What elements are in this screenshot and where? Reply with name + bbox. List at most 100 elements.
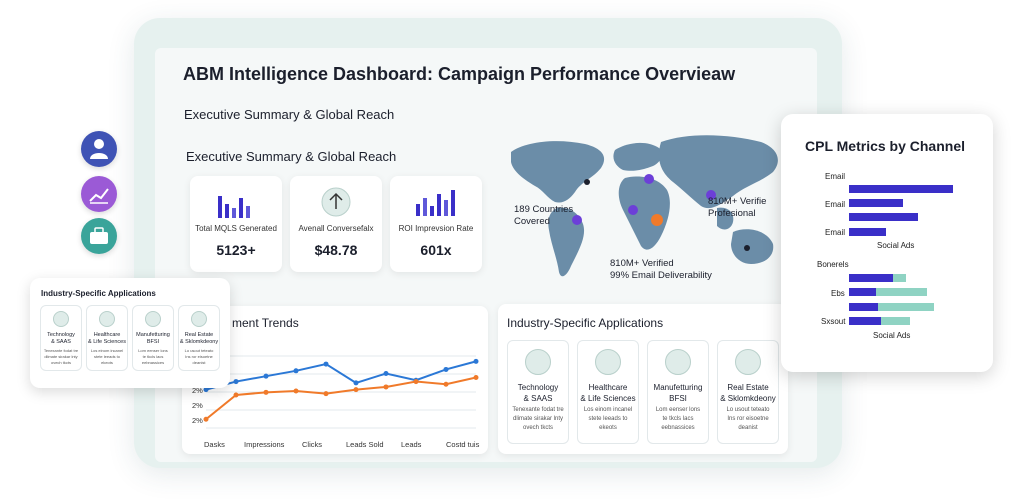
industry-desc: te tkcls lacs: [662, 416, 694, 422]
industry-desc: deanist: [192, 360, 206, 365]
x-axis-label: Costd tuis: [446, 440, 480, 449]
industry-item[interactable]: Real Estate & Sklomkdeony Lo usout teteato…: [178, 305, 220, 371]
industry-desc: dlimate sirakar lnty: [44, 354, 78, 359]
cpl-row-label: Email: [825, 200, 846, 209]
industry-desc: Ins ror eisoetne: [727, 416, 769, 422]
cpl-bar: [878, 303, 935, 311]
industry-item[interactable]: Technology & SAAS Tenexante fodat tre dlima…: [40, 305, 82, 371]
industry-item[interactable]: Healthcare & Life Sciences Los einom incan…: [86, 305, 128, 371]
industry-desc: Los einom incanel: [583, 407, 633, 413]
industry-desc: Lom eenser lons: [138, 348, 168, 353]
industry-name: & Sklomkdeony: [179, 339, 219, 345]
kpi-value: 601x: [420, 242, 452, 258]
trends-card: [182, 306, 488, 454]
industry-desc: deanist: [738, 425, 758, 431]
industry-name: Manufetturing: [136, 332, 170, 338]
monitor-icon: [735, 349, 761, 375]
industry-desc: Tenexante fodat tre: [512, 407, 564, 413]
cpl-bar: [849, 317, 882, 325]
cpl-bar: [849, 228, 887, 236]
industry-desc: ovech tkcts: [522, 425, 553, 431]
kpi-card-conversion[interactable]: Avenall Conversefalx $48.78: [290, 176, 382, 272]
industry-name: Real Estate: [184, 332, 214, 338]
cpl-bar: [849, 213, 918, 221]
arrow-up-icon: [321, 187, 351, 217]
series-line: [205, 360, 477, 391]
cpl-bar: [849, 288, 877, 296]
cpl-bar: [881, 317, 911, 325]
industry-name: & Life Sciences: [88, 339, 126, 345]
industry-desc: stete leeads to: [588, 416, 628, 422]
industry-desc: ekeots: [599, 425, 617, 431]
bulb-icon: [525, 349, 551, 375]
industry-desc: Ins ror eisoetne: [185, 354, 213, 359]
data-point: [443, 366, 449, 372]
cpl-bar: [849, 303, 879, 311]
data-point: [293, 388, 299, 394]
cpl-row-label: Email: [825, 228, 846, 237]
user-badge-icon[interactable]: [81, 131, 117, 167]
industry-name: Technology: [517, 383, 559, 392]
industry-item[interactable]: Manufetturing BFSI Lom eenser lons te tkcls…: [647, 340, 709, 444]
industry-desc: Lo usout teteato: [726, 407, 770, 413]
briefcase-icon[interactable]: [81, 218, 117, 254]
growth-chart-icon[interactable]: [81, 176, 117, 212]
data-point: [233, 392, 239, 398]
world-map: [511, 135, 778, 277]
kpi-card-roi[interactable]: ROI Imprevsion Rate 601x: [390, 176, 482, 272]
industry-item[interactable]: Manufetturing BFSI Lom eenser lons te tkcls…: [132, 305, 174, 371]
bar-chart-icon: [416, 190, 455, 216]
chart-series: [203, 358, 479, 422]
x-axis-label: Leads Sold: [346, 440, 384, 449]
data-point: [383, 370, 389, 376]
cpl-caption: Social Ads: [877, 241, 915, 250]
dollar-icon: [665, 349, 691, 375]
kpi-label: Total MQLS Generated: [195, 224, 277, 233]
data-point: [413, 379, 419, 385]
industry-name: & Life Sciences: [580, 394, 636, 403]
series-line: [205, 376, 477, 421]
industry-item[interactable]: Healthcare & Life Sciences Los einom incan…: [577, 340, 639, 444]
section-heading: Executive Summary & Global Reach: [184, 107, 395, 122]
data-point: [473, 358, 479, 364]
data-point: [203, 416, 209, 422]
cpl-bar: [892, 274, 907, 282]
cpl-metrics-card: CPL Metrics by Channel Email Email Email…: [781, 114, 993, 372]
data-point: [263, 373, 269, 379]
x-axis-label: Impressions: [244, 440, 285, 449]
section-subheading: Executive Summary & Global Reach: [186, 149, 397, 164]
industry-desc: eebnassices: [141, 360, 165, 365]
industry-desc: stete leeads to: [93, 354, 121, 359]
industry-item[interactable]: Technology & SAAS Tenexante fodat tre dlima…: [507, 340, 569, 444]
data-point: [323, 391, 329, 397]
cpl-row-label: Bonerels: [817, 260, 849, 269]
bar-chart-icon: [218, 196, 250, 218]
industry-name: BFSI: [669, 394, 687, 403]
map-countries-label: 189 Countries Covered: [514, 204, 574, 227]
trend-line-chart: [203, 355, 479, 429]
cpl-row-label: Ebs: [831, 289, 845, 298]
data-point: [203, 387, 209, 393]
industry-item[interactable]: Real Estate & Sklomkdeony Lo usout teteato…: [717, 340, 779, 444]
dollar-icon: [145, 311, 161, 327]
industry-name: Manufetturing: [653, 383, 703, 392]
kpi-label: Avenall Conversefalx: [298, 224, 374, 233]
cpl-bar: [849, 274, 893, 282]
kpi-label: ROI Imprevsion Rate: [398, 224, 474, 233]
industry-name: & Sklomkdeony: [720, 394, 776, 403]
data-point: [383, 384, 389, 390]
data-point: [293, 368, 299, 374]
cpl-row-label: Email: [825, 172, 846, 181]
industry-desc: Los einom incanel: [90, 348, 124, 353]
y-axis-label: 2%: [192, 401, 203, 410]
industry-name: Real Estate: [727, 383, 769, 392]
page-title: ABM Intelligence Dashboard: Campaign Per…: [183, 64, 736, 84]
cpl-bar: [849, 199, 904, 207]
industry-desc: te tkcls lacs: [142, 354, 164, 359]
industry-name: Healthcare: [93, 332, 121, 338]
kpi-card-mqls[interactable]: Total MQLS Generated 5123+: [190, 176, 282, 272]
industry-name: & SAAS: [51, 339, 71, 345]
y-axis-label: 2%: [192, 416, 203, 425]
monitor-icon: [191, 311, 207, 327]
cpl-bar: [876, 288, 927, 296]
